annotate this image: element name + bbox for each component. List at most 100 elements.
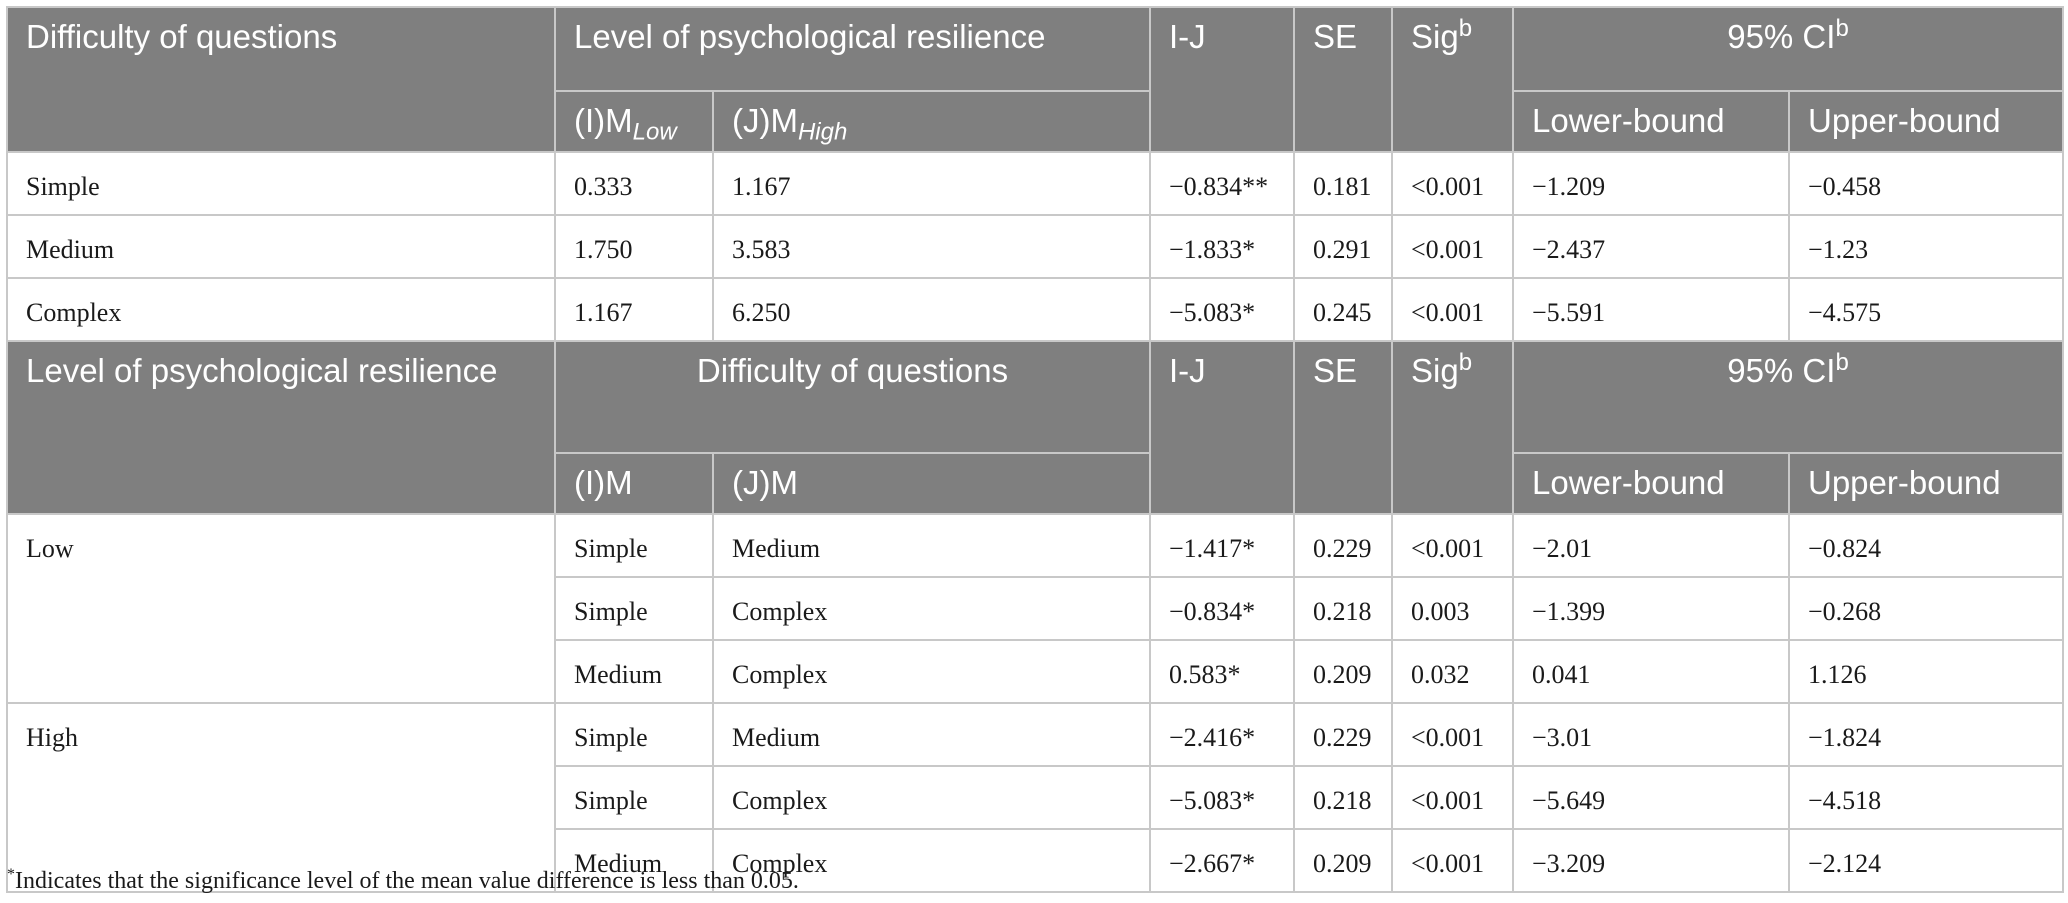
cell-upper: −4.575 bbox=[1787, 277, 2065, 342]
header-ij: I-J bbox=[1149, 6, 1295, 153]
cell-difficulty-j: Medium bbox=[712, 513, 1151, 578]
cell-lower: −3.01 bbox=[1512, 702, 1790, 767]
cell-sig: 0.032 bbox=[1391, 639, 1514, 704]
cell-se: 0.209 bbox=[1293, 828, 1393, 893]
header-lower-bound: Lower-bound bbox=[1512, 90, 1790, 153]
cell-lower: 0.041 bbox=[1512, 639, 1790, 704]
cell-difficulty-j: Complex bbox=[712, 576, 1151, 641]
cell-upper: −0.824 bbox=[1787, 513, 2065, 578]
cell-sig: <0.001 bbox=[1391, 702, 1514, 767]
cell-lower: −5.649 bbox=[1512, 765, 1790, 830]
cell-difficulty-i: Simple bbox=[554, 702, 714, 767]
footnote: *Indicates that the significance level o… bbox=[7, 866, 799, 894]
header-im: (I)M bbox=[554, 452, 714, 515]
cell-upper: −1.23 bbox=[1787, 214, 2065, 279]
cell-upper: 1.126 bbox=[1787, 639, 2065, 704]
cell-sig: <0.001 bbox=[1391, 765, 1514, 830]
group-label: High bbox=[6, 702, 556, 893]
group-label: Low bbox=[6, 513, 556, 704]
cell-lower: −5.591 bbox=[1512, 277, 1790, 342]
cell-se: 0.291 bbox=[1293, 214, 1393, 279]
cell-sig: <0.001 bbox=[1391, 828, 1514, 893]
row-label: Complex bbox=[6, 277, 556, 342]
cell-mean-j: 3.583 bbox=[712, 214, 1151, 279]
cell-sig: 0.003 bbox=[1391, 576, 1514, 641]
cell-ij: −2.667* bbox=[1149, 828, 1295, 893]
cell-sig: <0.001 bbox=[1391, 277, 1514, 342]
cell-se: 0.229 bbox=[1293, 513, 1393, 578]
row-label: Simple bbox=[6, 151, 556, 216]
header-lower-bound-2: Lower-bound bbox=[1512, 452, 1790, 515]
cell-se: 0.245 bbox=[1293, 277, 1393, 342]
cell-se: 0.181 bbox=[1293, 151, 1393, 216]
cell-mean-i: 0.333 bbox=[554, 151, 714, 216]
cell-mean-i: 1.167 bbox=[554, 277, 714, 342]
table-row: High Simple Medium −2.416* 0.229 <0.001 −3.01−… bbox=[6, 702, 2065, 893]
cell-ij: −1.417* bbox=[1149, 513, 1295, 578]
cell-upper: −0.268 bbox=[1787, 576, 2065, 641]
header-se: SE bbox=[1293, 6, 1393, 153]
table-row: Simple Complex −0.834* 0.218 0.003 −1.399 −0.2… bbox=[7, 576, 2065, 641]
header-jm-high: (J)MHigh bbox=[712, 90, 1151, 153]
cell-lower: −3.209 bbox=[1512, 828, 1790, 893]
cell-ij: −0.834** bbox=[1149, 151, 1295, 216]
cell-se: 0.209 bbox=[1293, 639, 1393, 704]
comparison-table: Difficulty of questions Level of psychol… bbox=[6, 6, 2065, 893]
header-sig-2: Sigb bbox=[1391, 340, 1514, 515]
cell-difficulty-j: Medium bbox=[712, 702, 1151, 767]
table-row: Complex 1.167 6.250 −5.083* 0.245 <0.001 −5.59… bbox=[6, 277, 2065, 342]
cell-difficulty-i: Medium bbox=[554, 828, 714, 893]
header-ij-2: I-J bbox=[1149, 340, 1295, 515]
cell-upper: −1.824 bbox=[1787, 702, 2065, 767]
cell-mean-j: 6.250 bbox=[712, 277, 1151, 342]
cell-difficulty-i: Medium bbox=[554, 639, 714, 704]
cell-mean-j: 1.167 bbox=[712, 151, 1151, 216]
cell-ij: 0.583* bbox=[1149, 639, 1295, 704]
cell-lower: −1.399 bbox=[1512, 576, 1790, 641]
cell-upper: −2.124 bbox=[1787, 828, 2065, 893]
header-level-resilience: Level of psychological resilience bbox=[554, 6, 1151, 92]
header-difficulty: Difficulty of questions bbox=[6, 6, 556, 153]
header-difficulty-2: Difficulty of questions bbox=[554, 340, 1151, 454]
table-row: Low Simple Medium −1.417* 0.229 <0.001 −2.01 −0… bbox=[6, 513, 2065, 704]
header-im-low: (I)MLow bbox=[554, 90, 714, 153]
table-row: Medium Complex 0.583* 0.209 0.032 0.041 1.126 bbox=[7, 639, 2065, 704]
cell-se: 0.218 bbox=[1293, 765, 1393, 830]
cell-difficulty-j: Complex bbox=[712, 765, 1151, 830]
cell-ij: −5.083* bbox=[1149, 765, 1295, 830]
cell-ij: −2.416* bbox=[1149, 702, 1295, 767]
header-upper-bound: Upper-bound bbox=[1787, 90, 2065, 153]
cell-se: 0.229 bbox=[1293, 702, 1393, 767]
cell-difficulty-i: Simple bbox=[554, 513, 714, 578]
table-row: Simple 0.333 1.167 −0.834** 0.181 <0.001 −1.20… bbox=[6, 151, 2065, 216]
header-level-resilience-2: Level of psychological resilience bbox=[6, 340, 556, 515]
cell-mean-i: 1.750 bbox=[554, 214, 714, 279]
table-row: Simple Complex −5.083* 0.218 <0.001 −5.649 −4.… bbox=[7, 765, 2065, 830]
header-se-2: SE bbox=[1293, 340, 1393, 515]
cell-sig: <0.001 bbox=[1391, 214, 1514, 279]
cell-sig: <0.001 bbox=[1391, 151, 1514, 216]
cell-lower: −2.437 bbox=[1512, 214, 1790, 279]
cell-difficulty-j: Complex bbox=[712, 828, 1151, 893]
header-ci-2: 95% CIb bbox=[1511, 340, 2065, 454]
cell-upper: −0.458 bbox=[1787, 151, 2065, 216]
cell-ij: −5.083* bbox=[1149, 277, 1295, 342]
table-row: Medium Complex −2.667* 0.209 <0.001 −3.209 −2.… bbox=[7, 828, 2065, 893]
header-sig: Sigb bbox=[1391, 6, 1514, 153]
cell-lower: −2.01 bbox=[1512, 513, 1790, 578]
cell-difficulty-i: Simple bbox=[554, 576, 714, 641]
header-jm: (J)M bbox=[712, 452, 1151, 515]
cell-ij: −0.834* bbox=[1149, 576, 1295, 641]
header-upper-bound-2: Upper-bound bbox=[1787, 452, 2065, 515]
cell-lower: −1.209 bbox=[1512, 151, 1790, 216]
cell-ij: −1.833* bbox=[1149, 214, 1295, 279]
table-row: Medium 1.750 3.583 −1.833* 0.291 <0.001 −2.437… bbox=[6, 214, 2065, 279]
cell-difficulty-i: Simple bbox=[554, 765, 714, 830]
cell-difficulty-j: Complex bbox=[712, 639, 1151, 704]
cell-upper: −4.518 bbox=[1787, 765, 2065, 830]
row-label: Medium bbox=[6, 214, 556, 279]
cell-se: 0.218 bbox=[1293, 576, 1393, 641]
cell-sig: <0.001 bbox=[1391, 513, 1514, 578]
header-ci: 95% CIb bbox=[1511, 6, 2065, 92]
table2-body: Low Simple Medium −1.417* 0.229 <0.001 −2.01 −0… bbox=[6, 513, 2065, 893]
